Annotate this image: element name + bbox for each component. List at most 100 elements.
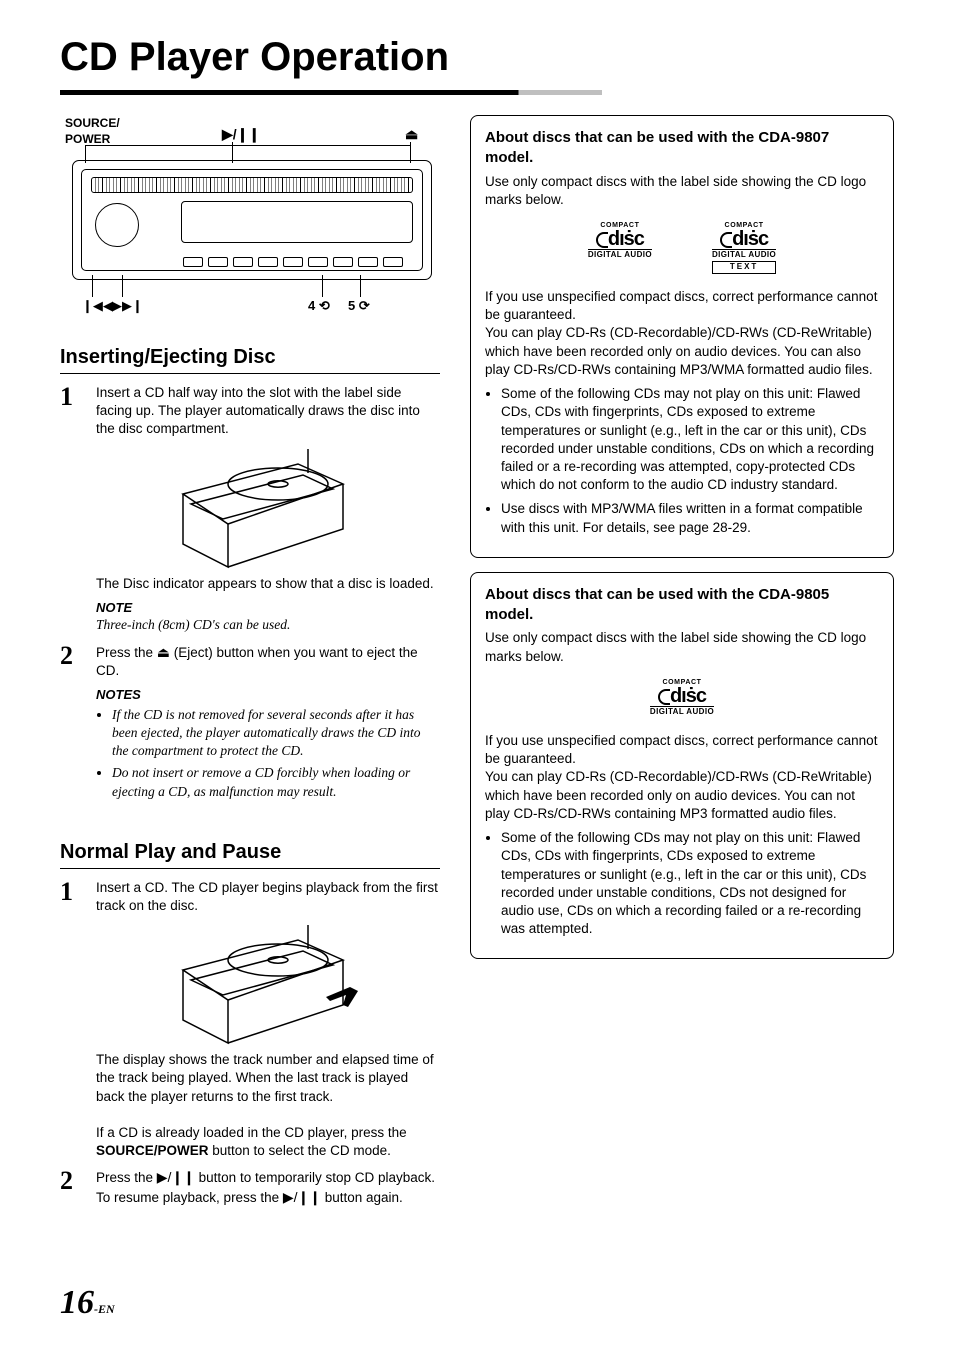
- logo-bottom: DIGITAL AUDIO: [588, 250, 652, 261]
- section-rule: [60, 373, 440, 374]
- text-fragment: If a CD is already loaded in the CD play…: [96, 1125, 407, 1140]
- step-2-normal: 2 Press the ▶/❙❙ button to temporarily s…: [60, 1168, 440, 1206]
- info-box-title: About discs that can be used with the CD…: [485, 128, 879, 169]
- preset-btn: [183, 257, 203, 267]
- bullet-item: Use discs with MP3/WMA files written in …: [501, 500, 879, 536]
- page-number-suffix: -EN: [94, 1302, 115, 1316]
- step-1-inserting: 1 Insert a CD half way into the slot wit…: [60, 384, 440, 635]
- bullet-item: Some of the following CDs may not play o…: [501, 385, 879, 494]
- leader-line: [322, 275, 323, 297]
- play-pause-icon: ▶/❙❙: [157, 1169, 195, 1185]
- preset-btn: [283, 257, 303, 267]
- logo-mid: dıṡc: [650, 687, 714, 707]
- step-number: 2: [60, 643, 84, 805]
- head-unit-outline: [72, 160, 432, 280]
- section-heading-normal-play: Normal Play and Pause: [60, 839, 440, 866]
- step-body: Insert a CD. The CD player begins playba…: [96, 879, 440, 1161]
- preset-btn: [383, 257, 403, 267]
- info-bullets: Some of the following CDs may not play o…: [485, 829, 879, 938]
- page-number-value: 16: [60, 1284, 94, 1321]
- step-text: Insert a CD. The CD player begins playba…: [96, 879, 440, 915]
- display-panel: [181, 201, 413, 243]
- preset-btn: [208, 257, 228, 267]
- text-fragment: Press the: [96, 1170, 157, 1185]
- info-box-cda9807: About discs that can be used with the CD…: [470, 115, 894, 558]
- step-number: 1: [60, 879, 84, 1161]
- label-eject: ⏏: [405, 125, 418, 144]
- info-paragraph: You can play CD-Rs (CD-Recordable)/CD-RW…: [485, 324, 879, 379]
- leader-line: [85, 145, 410, 146]
- manual-page: CD Player Operation SOURCE/ POWER ▶/❙❙ ⏏: [0, 0, 954, 1346]
- info-paragraph: Use only compact discs with the label si…: [485, 173, 879, 209]
- step-text: Insert a CD half way into the slot with …: [96, 384, 440, 439]
- preset-btn: [308, 257, 328, 267]
- info-paragraph: If you use unspecified compact discs, co…: [485, 288, 879, 324]
- logo-text-label: TEXT: [712, 262, 776, 274]
- text-fragment: button to select the CD mode.: [209, 1143, 391, 1158]
- bullet-item: Some of the following CDs may not play o…: [501, 829, 879, 938]
- volume-knob: [95, 203, 139, 247]
- notes-heading: NOTES: [96, 686, 440, 704]
- preset-btn: [358, 257, 378, 267]
- label-btn5: 5 ⟳: [348, 297, 370, 315]
- button-name-strong: SOURCE/POWER: [96, 1143, 209, 1158]
- label-prev: ❙◀◀: [82, 297, 113, 315]
- cd-logo-digital-audio: COMPACT dıṡc DIGITAL AUDIO: [650, 678, 714, 718]
- preset-btn: [258, 257, 278, 267]
- step-2-inserting: 2 Press the ⏏ (Eject) button when you wa…: [60, 643, 440, 805]
- play-pause-icon: ▶/❙❙: [283, 1189, 321, 1205]
- right-column: About discs that can be used with the CD…: [470, 115, 894, 1215]
- step-post-text: The display shows the track number and e…: [96, 1051, 440, 1106]
- info-paragraph: You can play CD-Rs (CD-Recordable)/CD-RW…: [485, 768, 879, 823]
- radio-diagram: SOURCE/ POWER ▶/❙❙ ⏏: [60, 115, 440, 310]
- cd-logo-text: COMPACT dıṡc DIGITAL AUDIO TEXT: [712, 221, 776, 274]
- disc-insert-illustration: [168, 449, 368, 569]
- step-body: Insert a CD half way into the slot with …: [96, 384, 440, 635]
- cd-slot: [91, 177, 413, 193]
- step-number: 2: [60, 1168, 84, 1206]
- logo-mid: dıṡc: [712, 230, 776, 250]
- info-box-cda9805: About discs that can be used with the CD…: [470, 572, 894, 960]
- info-paragraph: Use only compact discs with the label si…: [485, 629, 879, 665]
- page-title: CD Player Operation: [60, 30, 894, 84]
- preset-btn: [233, 257, 253, 267]
- leader-line: [122, 275, 123, 297]
- cd-logo-digital-audio: COMPACT dıṡc DIGITAL AUDIO: [588, 221, 652, 274]
- info-box-title: About discs that can be used with the CD…: [485, 585, 879, 626]
- logo-mid: dıṡc: [588, 230, 652, 250]
- note-item: If the CD is not removed for several sec…: [112, 706, 440, 761]
- cd-logo-single: COMPACT dıṡc DIGITAL AUDIO: [485, 678, 879, 718]
- step-body: Press the ⏏ (Eject) button when you want…: [96, 643, 440, 805]
- step-post-text: The Disc indicator appears to show that …: [96, 575, 440, 593]
- leader-line: [360, 275, 361, 297]
- label-btn4: 4 ⟲: [308, 297, 330, 315]
- section-rule: [60, 868, 440, 869]
- note-item: Do not insert or remove a CD forcibly wh…: [112, 764, 440, 800]
- section-heading-inserting: Inserting/Ejecting Disc: [60, 344, 440, 371]
- cd-logos-row: COMPACT dıṡc DIGITAL AUDIO COMPACT dıṡc …: [485, 221, 879, 274]
- note-body: Three-inch (8cm) CD's can be used.: [96, 616, 440, 634]
- step-number: 1: [60, 384, 84, 635]
- text-fragment: button again.: [321, 1190, 403, 1205]
- step-1-normal: 1 Insert a CD. The CD player begins play…: [60, 879, 440, 1161]
- eject-icon: ⏏: [157, 644, 170, 660]
- logo-bottom: DIGITAL AUDIO: [712, 250, 776, 262]
- two-column-layout: SOURCE/ POWER ▶/❙❙ ⏏: [60, 115, 894, 1215]
- disc-insert-illustration-arrow: [168, 925, 368, 1045]
- leader-line: [92, 275, 93, 297]
- label-source-power: SOURCE/ POWER: [65, 115, 120, 147]
- note-heading: NOTE: [96, 599, 440, 617]
- preset-btn: [333, 257, 353, 267]
- page-number: 16-EN: [60, 1280, 115, 1326]
- step-body: Press the ▶/❙❙ button to temporarily sto…: [96, 1168, 440, 1206]
- info-paragraph: If you use unspecified compact discs, co…: [485, 732, 879, 768]
- left-column: SOURCE/ POWER ▶/❙❙ ⏏: [60, 115, 440, 1215]
- label-play-pause: ▶/❙❙: [222, 125, 260, 144]
- logo-bottom: DIGITAL AUDIO: [650, 707, 714, 718]
- text-fragment: Press the: [96, 645, 157, 660]
- title-rule: [60, 90, 894, 95]
- notes-list: If the CD is not removed for several sec…: [96, 706, 440, 801]
- step-post-text-2: If a CD is already loaded in the CD play…: [96, 1124, 440, 1160]
- label-next: ▶▶❙: [112, 297, 143, 315]
- info-bullets: Some of the following CDs may not play o…: [485, 385, 879, 537]
